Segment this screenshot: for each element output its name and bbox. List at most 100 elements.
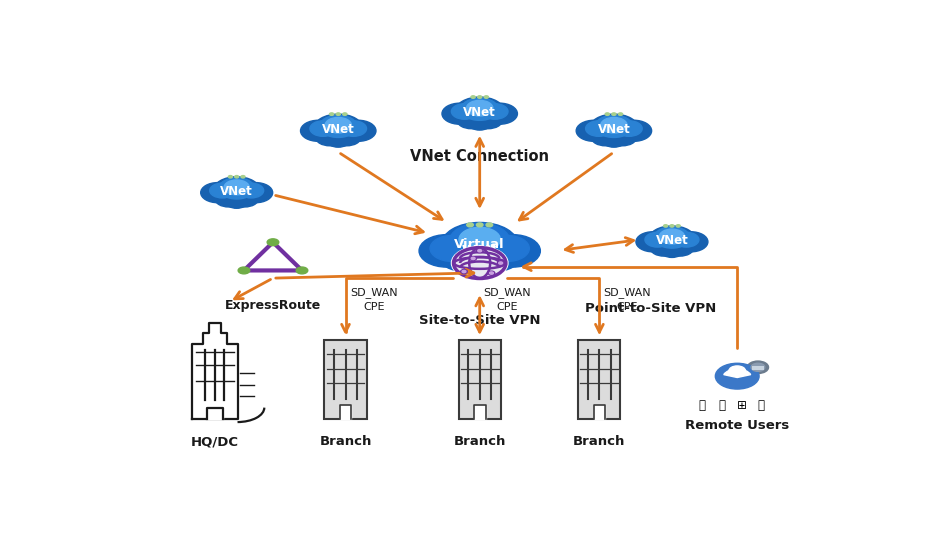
- Text: Branch: Branch: [573, 436, 625, 448]
- Circle shape: [471, 96, 475, 98]
- Text: VNet: VNet: [220, 185, 253, 198]
- Text: SD_WAN
CPE: SD_WAN CPE: [484, 287, 531, 311]
- Circle shape: [476, 249, 483, 253]
- Polygon shape: [340, 405, 351, 419]
- Circle shape: [461, 249, 499, 271]
- Circle shape: [636, 232, 670, 252]
- Circle shape: [486, 223, 492, 227]
- Circle shape: [241, 175, 245, 178]
- Circle shape: [419, 235, 475, 267]
- Circle shape: [645, 232, 670, 247]
- Circle shape: [616, 120, 651, 142]
- Text: Point-to-Site VPN: Point-to-Site VPN: [585, 301, 716, 315]
- Circle shape: [327, 133, 350, 147]
- Wedge shape: [724, 369, 751, 377]
- Circle shape: [616, 121, 642, 137]
- Text: ExpressRoute: ExpressRoute: [225, 299, 321, 312]
- Polygon shape: [192, 323, 238, 419]
- Circle shape: [440, 244, 487, 271]
- Circle shape: [497, 261, 504, 265]
- Text: Site-to-Site VPN: Site-to-Site VPN: [419, 314, 540, 327]
- Circle shape: [674, 232, 708, 252]
- Circle shape: [499, 262, 503, 264]
- Circle shape: [467, 223, 474, 227]
- Circle shape: [430, 235, 475, 261]
- Circle shape: [343, 113, 347, 115]
- Circle shape: [329, 113, 334, 115]
- Circle shape: [470, 256, 476, 260]
- FancyBboxPatch shape: [459, 340, 501, 419]
- Circle shape: [238, 267, 250, 274]
- Circle shape: [666, 240, 694, 256]
- Circle shape: [473, 244, 519, 271]
- Text: VNet: VNet: [597, 123, 630, 135]
- Text: HQ/DC: HQ/DC: [191, 436, 239, 448]
- FancyBboxPatch shape: [578, 340, 621, 419]
- Circle shape: [602, 133, 625, 147]
- Circle shape: [449, 223, 510, 259]
- Circle shape: [466, 100, 493, 116]
- Text: SD_WAN
CPE: SD_WAN CPE: [351, 287, 399, 311]
- Text: SD_WAN
CPE: SD_WAN CPE: [603, 287, 651, 311]
- Circle shape: [315, 129, 344, 146]
- Circle shape: [459, 228, 501, 251]
- Circle shape: [235, 175, 239, 178]
- Circle shape: [485, 235, 530, 261]
- Circle shape: [462, 270, 466, 273]
- Circle shape: [224, 180, 249, 195]
- Circle shape: [676, 225, 680, 227]
- Polygon shape: [474, 405, 486, 419]
- Circle shape: [454, 248, 505, 279]
- Circle shape: [451, 104, 477, 119]
- Circle shape: [674, 232, 699, 247]
- Text: Branch: Branch: [454, 436, 505, 448]
- Circle shape: [608, 129, 636, 146]
- Circle shape: [474, 112, 503, 129]
- Circle shape: [482, 104, 508, 119]
- Circle shape: [340, 121, 367, 137]
- Circle shape: [239, 183, 272, 203]
- Circle shape: [461, 98, 499, 120]
- Circle shape: [715, 364, 759, 389]
- Circle shape: [482, 103, 518, 124]
- Circle shape: [659, 229, 684, 244]
- Circle shape: [670, 225, 674, 227]
- Text: Branch: Branch: [319, 436, 372, 448]
- Circle shape: [228, 175, 232, 178]
- Circle shape: [729, 366, 745, 376]
- Circle shape: [219, 178, 255, 199]
- Circle shape: [210, 183, 235, 198]
- FancyBboxPatch shape: [325, 340, 367, 419]
- Circle shape: [314, 114, 363, 143]
- Circle shape: [661, 244, 683, 258]
- Circle shape: [239, 183, 264, 198]
- FancyBboxPatch shape: [753, 366, 764, 370]
- Circle shape: [200, 183, 235, 203]
- Circle shape: [595, 115, 633, 138]
- Text: ⊞: ⊞: [737, 398, 747, 412]
- Text: 🤖: 🤖: [699, 398, 706, 412]
- Circle shape: [590, 114, 638, 143]
- Circle shape: [332, 129, 361, 146]
- Circle shape: [300, 120, 336, 142]
- Circle shape: [442, 103, 477, 124]
- Circle shape: [471, 258, 475, 260]
- Circle shape: [455, 97, 505, 126]
- Text: WAN: WAN: [462, 244, 497, 257]
- Polygon shape: [207, 407, 224, 419]
- Circle shape: [612, 113, 616, 115]
- Text: Remote Users: Remote Users: [685, 419, 789, 432]
- Circle shape: [226, 195, 248, 208]
- Circle shape: [457, 112, 486, 129]
- Circle shape: [619, 113, 622, 115]
- Circle shape: [468, 116, 491, 130]
- Circle shape: [606, 113, 609, 115]
- Text: 🍎: 🍎: [719, 398, 725, 412]
- Circle shape: [336, 113, 341, 115]
- Text: Virtual: Virtual: [454, 238, 505, 251]
- Circle shape: [748, 361, 768, 374]
- Text: VNet: VNet: [463, 105, 496, 119]
- Circle shape: [577, 120, 612, 142]
- Circle shape: [310, 121, 336, 137]
- Circle shape: [651, 240, 678, 256]
